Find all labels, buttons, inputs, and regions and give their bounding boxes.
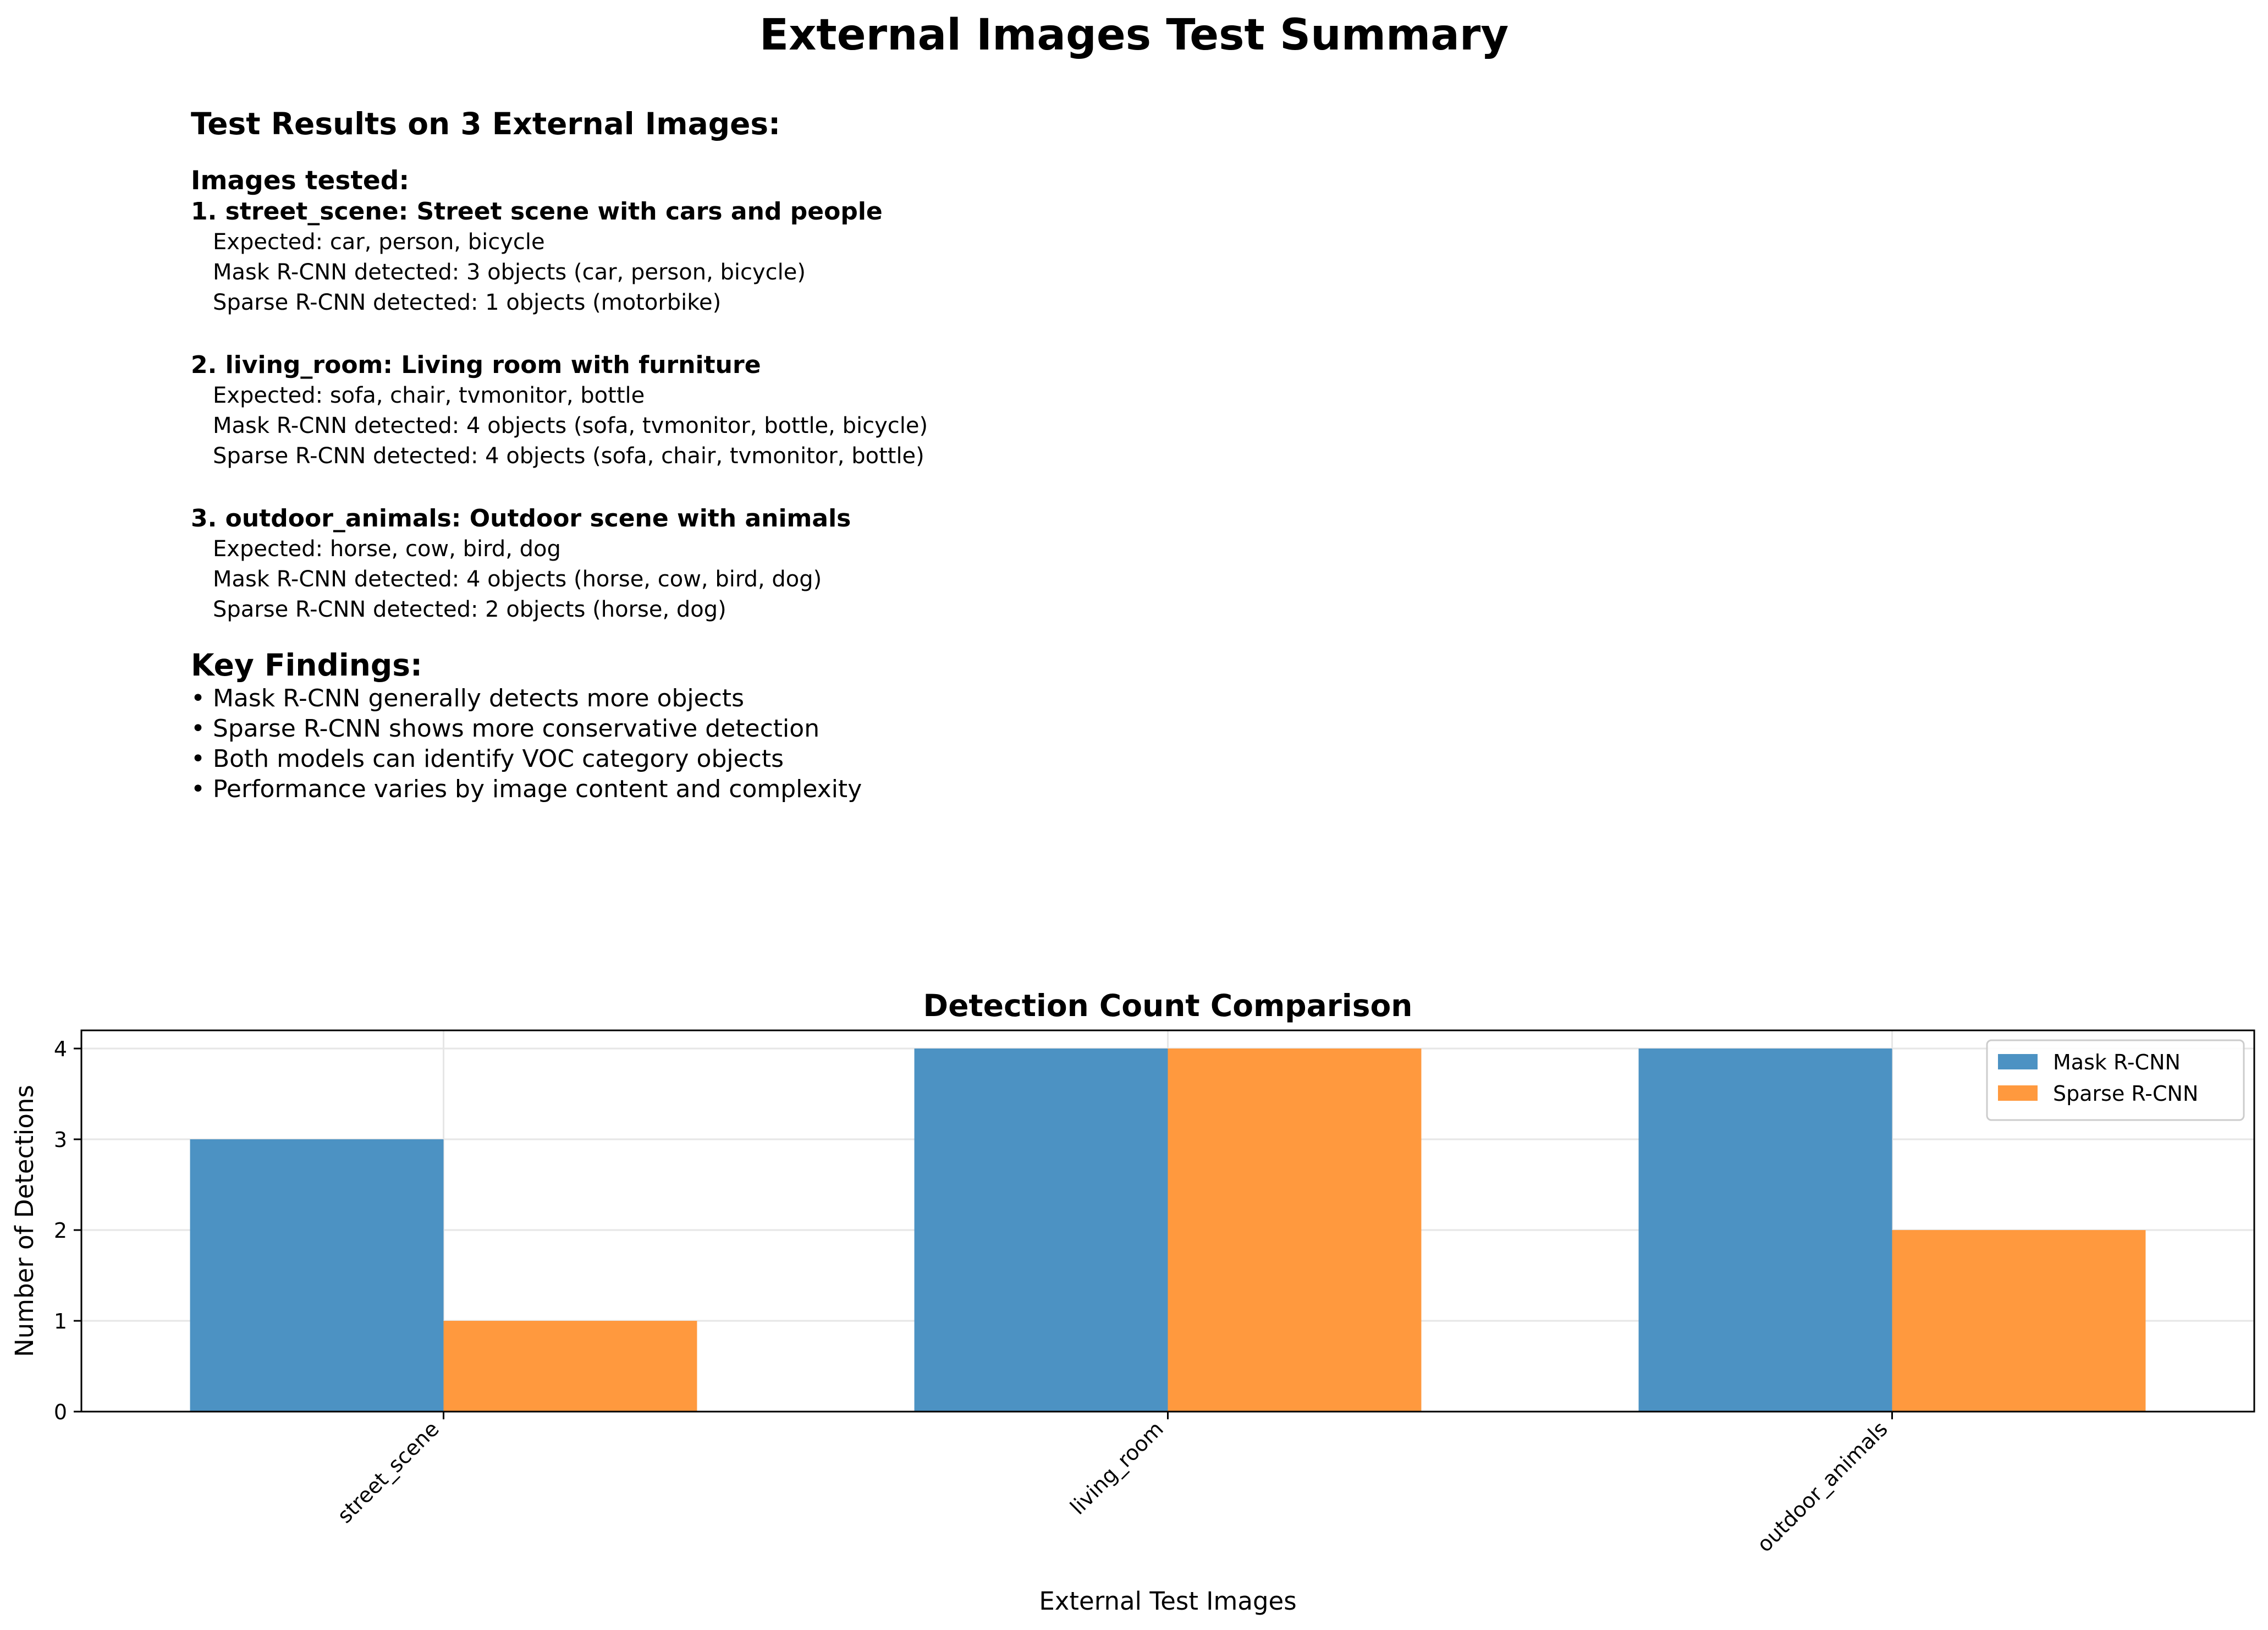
image-mask-result: Mask R-CNN detected: 3 objects (car, per… — [213, 260, 806, 285]
bar — [1168, 1049, 1422, 1412]
x-axis-label: External Test Images — [1039, 1587, 1296, 1616]
y-tick-label: 1 — [54, 1309, 67, 1333]
legend-label: Mask R-CNN — [2053, 1050, 2181, 1074]
bar — [914, 1049, 1168, 1412]
x-tick-label: outdoor_animals — [1752, 1417, 1892, 1557]
legend-label: Sparse R-CNN — [2053, 1082, 2198, 1106]
chart-title: Detection Count Comparison — [923, 988, 1413, 1023]
image-mask-result: Mask R-CNN detected: 4 objects (sofa, tv… — [213, 413, 928, 438]
key-finding: • Sparse R-CNN shows more conservative d… — [191, 715, 820, 743]
images-tested-heading: Images tested: — [191, 166, 410, 196]
image-sparse-result: Sparse R-CNN detected: 2 objects (horse,… — [213, 597, 726, 622]
x-tick-label: living_room — [1065, 1417, 1168, 1519]
bar — [1892, 1230, 2146, 1412]
bar — [190, 1139, 444, 1412]
legend-box — [1986, 1039, 2245, 1121]
test-summary: Test Results on 3 External Images: Image… — [191, 105, 2171, 804]
image-expected: Expected: horse, cow, bird, dog — [213, 536, 561, 562]
x-tick-label: street_scene — [333, 1417, 444, 1528]
image-title: 2. living_room: Living room with furnitu… — [191, 351, 761, 379]
bar — [1638, 1049, 1892, 1412]
key-finding: • Both models can identify VOC category … — [191, 745, 784, 773]
image-title: 3. outdoor_animals: Outdoor scene with a… — [191, 504, 851, 533]
image-sparse-result: Sparse R-CNN detected: 4 objects (sofa, … — [213, 443, 924, 469]
image-entry-living-room: 2. living_room: Living room with furnitu… — [191, 350, 2171, 471]
image-title: 1. street_scene: Street scene with cars … — [191, 197, 883, 226]
image-expected: Expected: car, person, bicycle — [213, 229, 545, 255]
y-axis-label: Number of Detections — [10, 1085, 39, 1357]
image-sparse-result: Sparse R-CNN detected: 1 objects (motorb… — [213, 290, 722, 315]
key-finding: • Performance varies by image content an… — [191, 775, 862, 803]
image-expected: Expected: sofa, chair, tvmonitor, bottle — [213, 383, 645, 408]
legend-swatch — [1998, 1054, 2038, 1069]
y-tick-label: 3 — [54, 1128, 67, 1152]
key-finding: • Mask R-CNN generally detects more obje… — [191, 684, 745, 712]
summary-heading: Test Results on 3 External Images: — [191, 106, 781, 141]
image-entry-outdoor-animals: 3. outdoor_animals: Outdoor scene with a… — [191, 503, 2171, 625]
y-tick-label: 2 — [54, 1219, 67, 1243]
page-title: External Images Test Summary — [759, 10, 1509, 60]
image-mask-result: Mask R-CNN detected: 4 objects (horse, c… — [213, 567, 822, 592]
bar — [443, 1321, 697, 1412]
y-tick-label: 4 — [54, 1037, 67, 1061]
legend-swatch — [1998, 1085, 2038, 1101]
image-entry-street-scene: 1. street_scene: Street scene with cars … — [191, 196, 2171, 318]
y-tick-label: 0 — [54, 1400, 67, 1424]
key-findings-heading: Key Findings: — [191, 647, 423, 683]
